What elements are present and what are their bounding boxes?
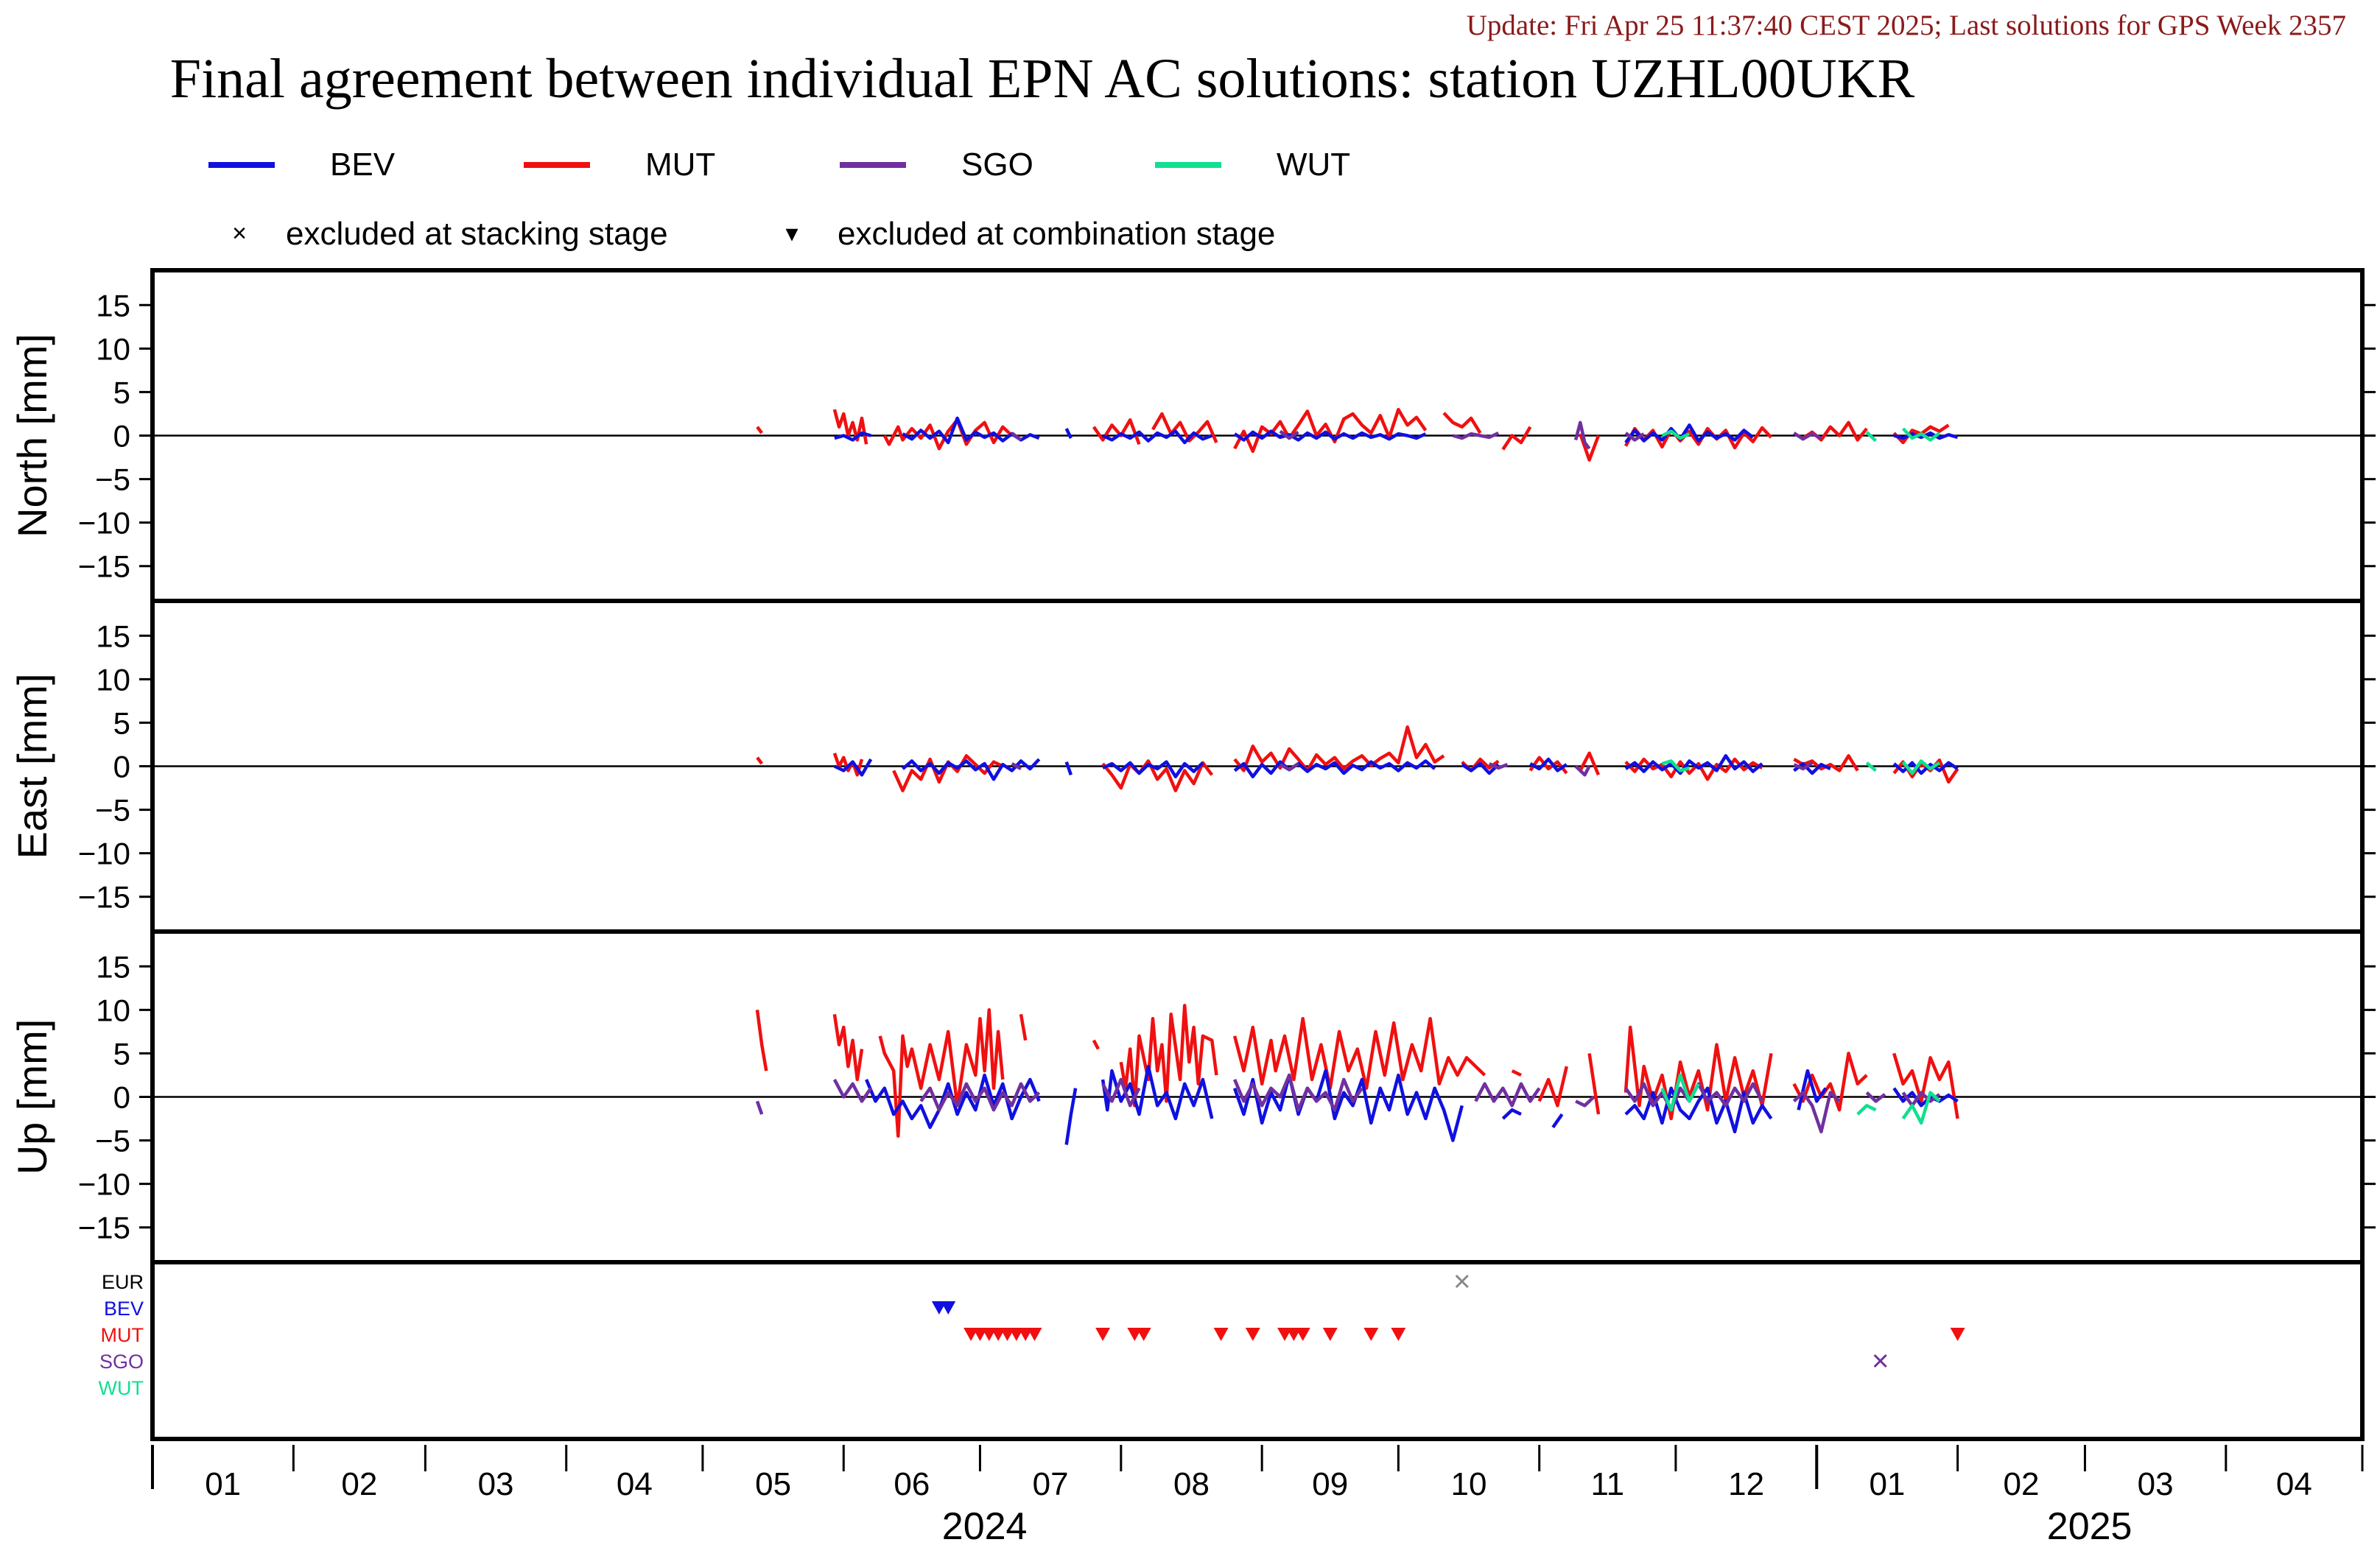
ylabel-2: East [mm] <box>9 673 55 859</box>
xtick-label-month: 06 <box>894 1466 930 1502</box>
exclusion-row-label-sgo: SGO <box>99 1351 144 1373</box>
ytick-label: 5 <box>113 705 130 740</box>
ytick-label: −10 <box>78 506 130 541</box>
ytick-label: 0 <box>113 1080 130 1115</box>
legend-marker-symbol-1: × <box>232 219 247 247</box>
xtick-label-month: 04 <box>617 1466 653 1502</box>
update-text: Update: Fri Apr 25 11:37:40 CEST 2025; L… <box>1467 10 2346 41</box>
xtick-label-year: 2024 <box>942 1505 1028 1545</box>
ytick-label: −15 <box>78 1211 130 1245</box>
xtick-label-month: 10 <box>1451 1466 1487 1502</box>
xtick-label-month: 04 <box>2276 1466 2312 1502</box>
xtick-label-month: 03 <box>2138 1466 2174 1502</box>
plot-panels: 15 10 5 0 −5 −10 −15 North [mm] 15 10 5 0 −5 −10 −15 Ea… <box>9 270 2376 1262</box>
xtick-label-month: 07 <box>1033 1466 1069 1502</box>
exclusion-row-label-bev: BEV <box>104 1298 144 1320</box>
legend: BEV MUT SGO WUT × excluded at stacking stage ▾… <box>208 147 1350 252</box>
xtick-label-month: 09 <box>1312 1466 1348 1502</box>
time-axis: 01 02 03 04 05 06 07 08 09 10 11 12 01 02 03 04 2024 2025 <box>152 1445 2362 1545</box>
legend-label-bev: BEV <box>330 147 396 183</box>
xtick-label-month: 12 <box>1728 1466 1764 1502</box>
ytick-label: 5 <box>113 375 130 409</box>
ylabel-1: North [mm] <box>9 334 55 538</box>
ytick-label: 15 <box>96 619 130 653</box>
legend-marker-symbol-2: ▾ <box>785 219 798 247</box>
legend-label-sgo: SGO <box>961 147 1033 183</box>
legend-marker-label-1: excluded at stacking stage <box>286 216 668 252</box>
ytick-label: 10 <box>96 993 130 1027</box>
xtick-label-month: 01 <box>1869 1466 1905 1502</box>
xtick-label-month: 01 <box>205 1466 241 1502</box>
xtick-label-month: 02 <box>2004 1466 2040 1502</box>
exclusion-row-label-eur: EUR <box>102 1271 144 1293</box>
ytick-label: −5 <box>95 793 130 828</box>
exclusion-row-label-mut: MUT <box>101 1324 144 1346</box>
exclusion-frame <box>152 1262 2362 1439</box>
ytick-label: 5 <box>113 1036 130 1071</box>
legend-label-wut: WUT <box>1277 147 1350 183</box>
legend-marker-label-2: excluded at combination stage <box>838 216 1275 252</box>
ytick-label: 15 <box>96 288 130 323</box>
exclusion-panel: EUR BEV MUT SGO WUT <box>99 1262 2362 1439</box>
xtick-label-month: 11 <box>1590 1466 1624 1502</box>
exclusion-row-label-wut: WUT <box>99 1377 144 1399</box>
xtick-label-month: 05 <box>755 1466 791 1502</box>
ytick-label: −5 <box>95 462 130 497</box>
ytick-label: 0 <box>113 419 130 454</box>
xtick-label-month: 03 <box>478 1466 514 1502</box>
ytick-label: 0 <box>113 750 130 784</box>
ytick-label: 15 <box>96 949 130 984</box>
ytick-label: 10 <box>96 662 130 697</box>
ytick-label: −15 <box>78 880 130 915</box>
xtick-label-month: 02 <box>341 1466 377 1502</box>
ytick-label: −10 <box>78 837 130 871</box>
ytick-label: −15 <box>78 549 130 584</box>
xtick-label-year: 2025 <box>2047 1505 2132 1545</box>
xtick-label-month: 08 <box>1173 1466 1210 1502</box>
ytick-label: −10 <box>78 1167 130 1202</box>
legend-label-mut: MUT <box>645 147 715 183</box>
ytick-label: −5 <box>95 1124 130 1158</box>
ylabel-3: Up [mm] <box>9 1019 55 1175</box>
chart-title: Final agreement between individual EPN A… <box>170 48 1915 110</box>
ytick-label: 10 <box>96 331 130 366</box>
